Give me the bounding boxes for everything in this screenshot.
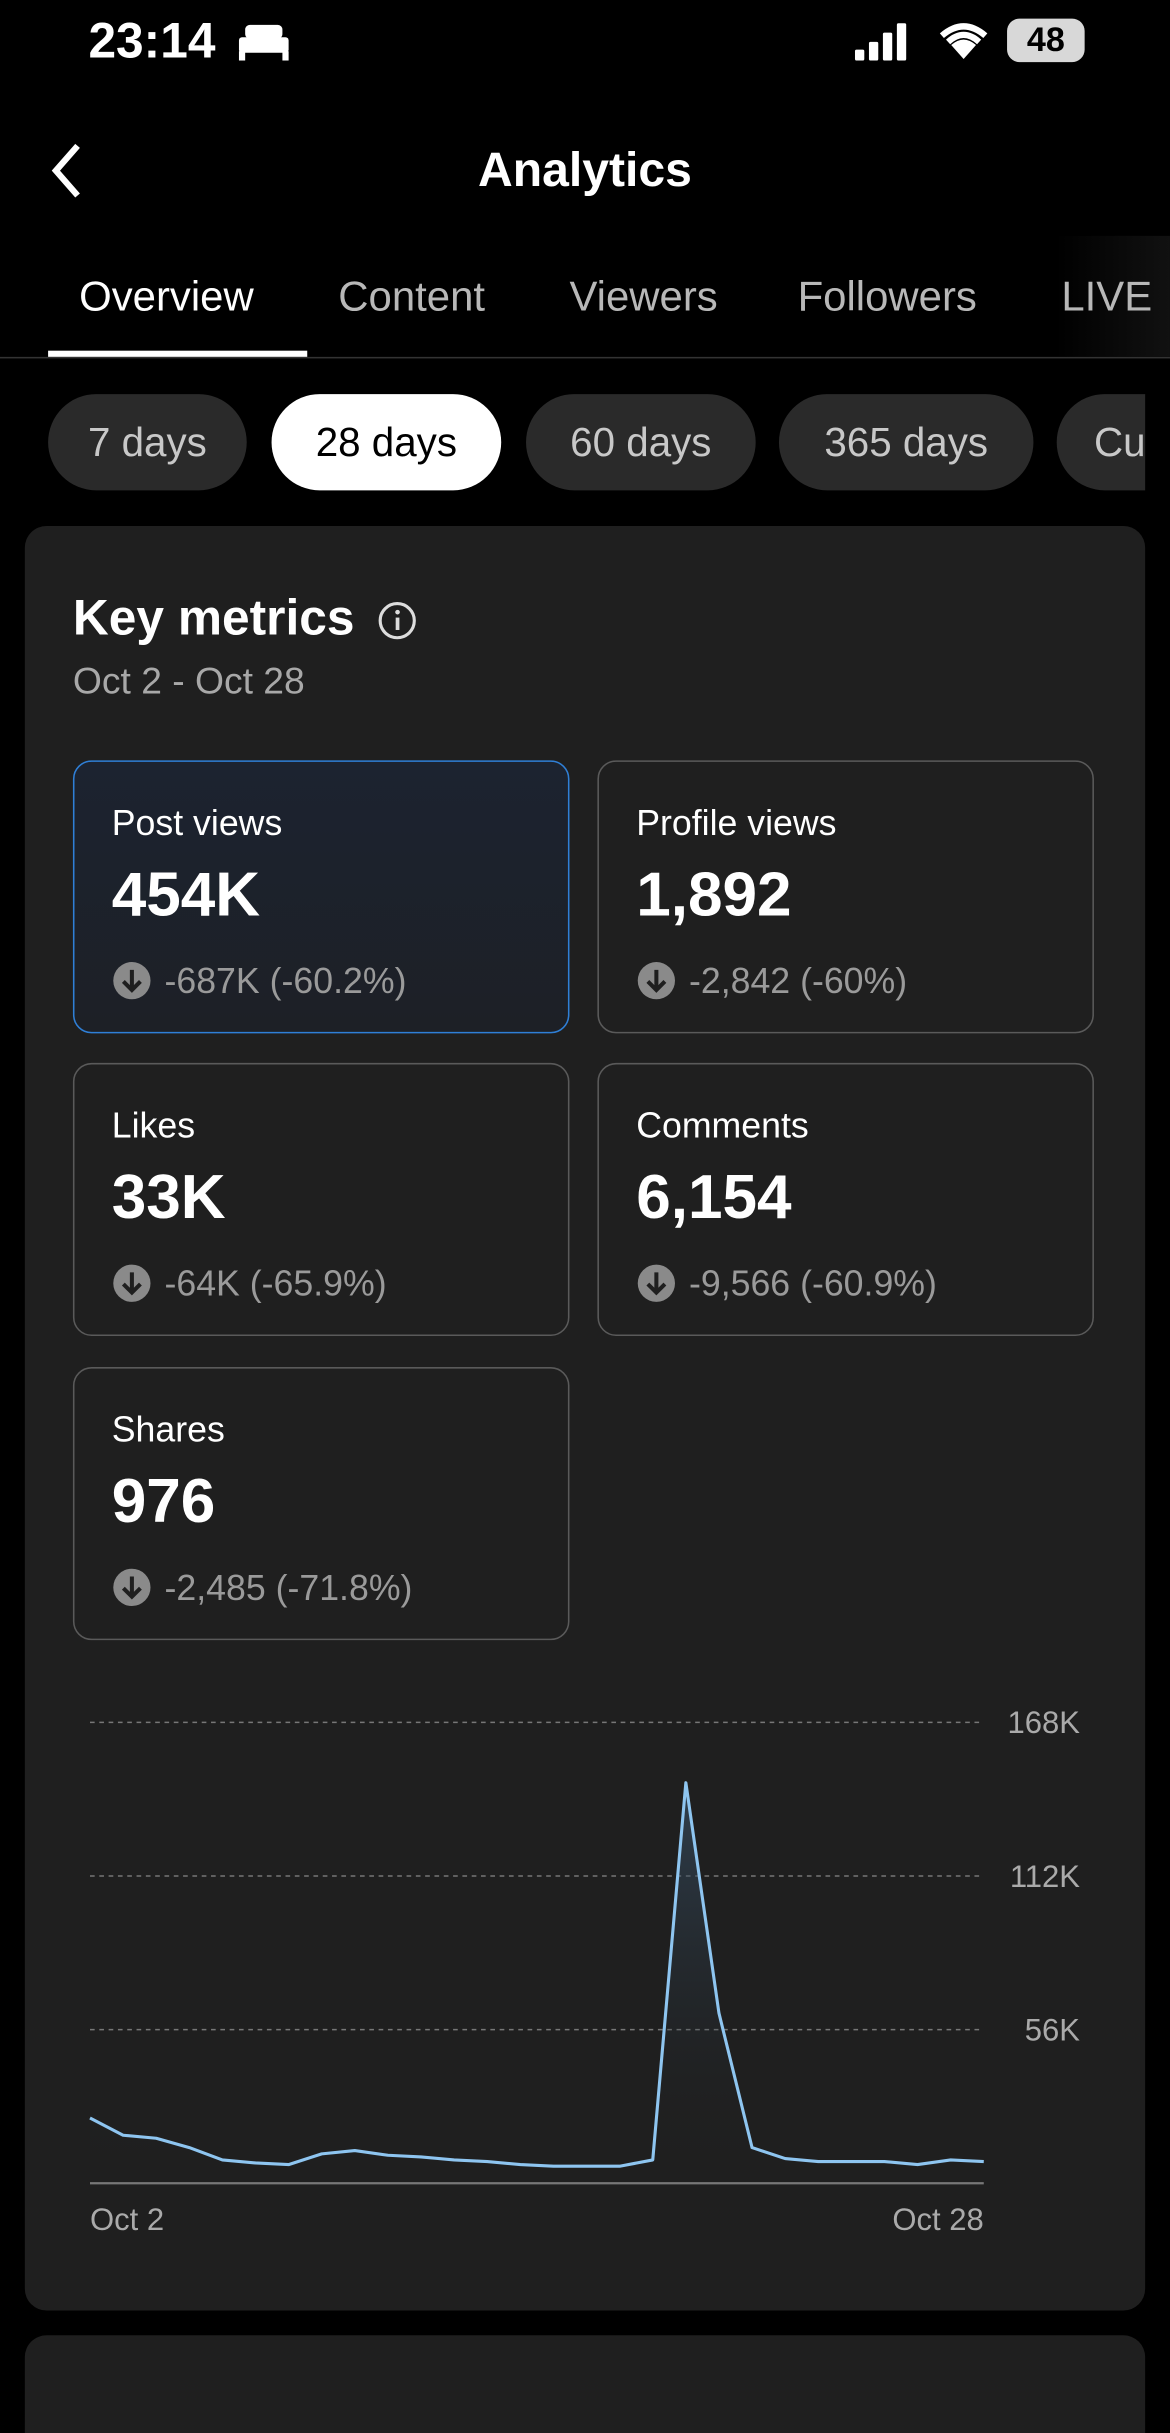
range-pill[interactable]: 28 days	[271, 394, 502, 491]
metric-label: Profile views	[636, 802, 837, 843]
area	[89, 1782, 984, 2184]
metric-value: 976	[111, 1467, 216, 1537]
down-icon	[113, 1568, 151, 1607]
status-time: 23:14	[88, 12, 216, 69]
metric-label: Shares	[111, 1408, 225, 1450]
down-icon	[637, 962, 675, 1000]
range-pill[interactable]: 7 days	[48, 394, 247, 491]
tab[interactable]: LIVE	[1061, 273, 1153, 320]
sleep-icon	[238, 24, 289, 61]
tab[interactable]: Viewers	[569, 273, 718, 320]
tab[interactable]: Content	[338, 273, 486, 320]
metric-change: -687K (-60.2%)	[164, 960, 407, 1001]
y-tick-label: 168K	[1008, 1705, 1081, 1740]
down-icon	[113, 962, 151, 1000]
metric-value: 1,892	[636, 861, 792, 930]
chart: 56K 112K 168K Oct 2 Oct 28	[89, 1705, 1081, 2237]
info-icon[interactable]	[376, 599, 419, 642]
divider	[0, 356, 1170, 359]
wifi-icon	[939, 23, 988, 59]
metric-card[interactable]: Profile views 1,892 -2,842 (-60%)	[597, 760, 1094, 1034]
range-pill[interactable]: 365 days	[778, 394, 1034, 491]
metric-change: -2,485 (-71.8%)	[164, 1567, 413, 1608]
metric-card[interactable]: Post views 454K -687K (-60.2%)	[72, 760, 570, 1034]
tab-indicator	[48, 350, 308, 357]
metric-value: 33K	[111, 1163, 226, 1233]
back-button[interactable]	[43, 140, 90, 202]
metric-card[interactable]: Likes 33K -64K (-65.9%)	[72, 1062, 570, 1337]
metric-value: 6,154	[636, 1163, 792, 1233]
metric-change: -64K (-65.9%)	[164, 1263, 387, 1304]
x-tick-label: Oct 2	[90, 2202, 164, 2237]
card-dates: Oct 2 - Oct 28	[72, 661, 305, 703]
y-tick-label: 112K	[1010, 1859, 1080, 1894]
tab[interactable]: Overview	[79, 273, 254, 320]
card-title: Key metrics	[72, 589, 355, 646]
metric-change: -9,566 (-60.9%)	[688, 1263, 937, 1304]
header-title: Analytics	[478, 142, 692, 198]
metric-card[interactable]: Shares 976 -2,485 (-71.8%)	[72, 1367, 570, 1641]
metric-label: Post views	[111, 802, 283, 843]
range-pill[interactable]: 60 days	[526, 394, 756, 491]
signal-icon	[854, 23, 907, 61]
y-tick-label: 56K	[1025, 2012, 1080, 2047]
tab[interactable]: Followers	[797, 273, 977, 320]
down-icon	[113, 1264, 151, 1302]
metric-card[interactable]: Comments 6,154 -9,566 (-60.9%)	[597, 1062, 1094, 1337]
next-card	[24, 2335, 1146, 2433]
x-tick-label: Oct 28	[892, 2202, 983, 2237]
down-icon	[637, 1264, 675, 1302]
range-pill[interactable]: Cu	[1056, 394, 1146, 491]
metric-change: -2,842 (-60%)	[688, 960, 908, 1001]
battery: 48	[1007, 18, 1085, 63]
line	[89, 1781, 984, 2168]
fade	[1055, 235, 1170, 357]
metric-value: 454K	[111, 861, 261, 930]
metric-label: Comments	[636, 1104, 809, 1146]
metric-label: Likes	[111, 1104, 196, 1146]
